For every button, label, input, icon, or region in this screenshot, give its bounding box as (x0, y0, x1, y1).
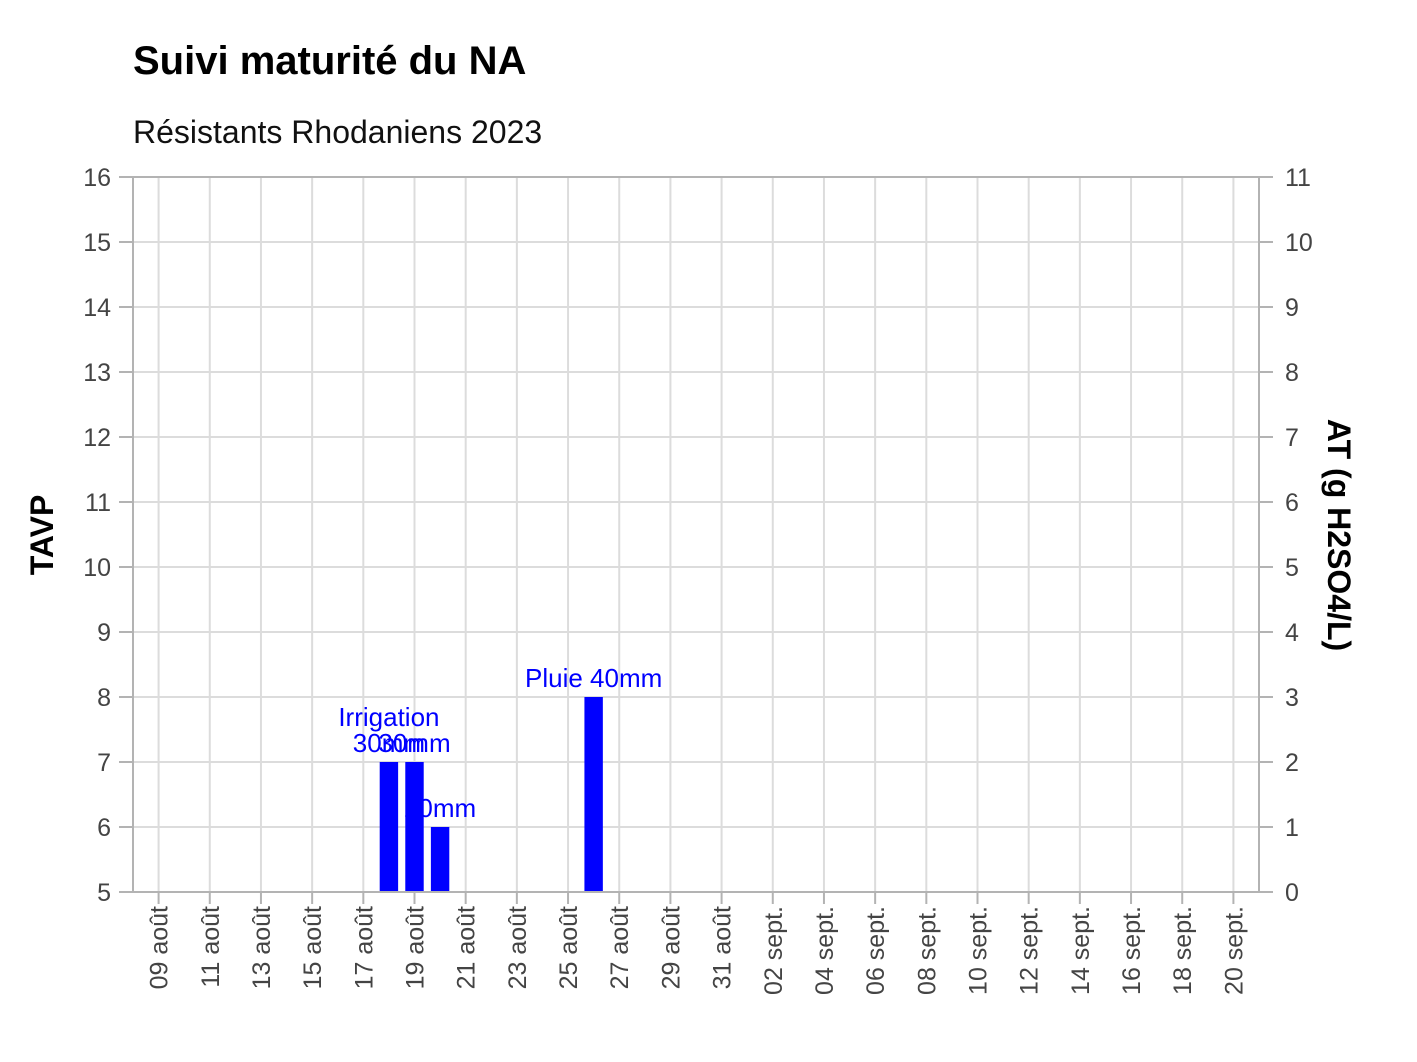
y2-tick-label: 7 (1285, 424, 1299, 452)
x-tick-label: 08 sept. (913, 906, 941, 995)
bars (379, 697, 603, 892)
y-tick-label: 12 (83, 424, 111, 452)
y-tick-label: 9 (97, 619, 111, 647)
x-tick-label: 20 sept. (1220, 906, 1248, 995)
y-tick-label: 7 (97, 749, 111, 777)
y2-tick-label: 8 (1285, 359, 1299, 387)
x-tick-label: 19 août (402, 906, 430, 989)
x-tick-label: 16 sept. (1118, 906, 1146, 995)
x-tick-label: 02 sept. (760, 906, 788, 995)
y2-tick-label: 2 (1285, 749, 1299, 777)
x-tick-label: 12 sept. (1016, 906, 1044, 995)
y-axis-title: TAVP (24, 495, 60, 576)
bar-label: 30mm (378, 728, 450, 758)
x-tick-label: 23 août (504, 906, 532, 989)
bar (379, 762, 399, 892)
x-tick-label: 29 août (657, 906, 685, 989)
x-tick-label: 11 août (197, 906, 225, 988)
y2-tick-label: 0 (1285, 879, 1299, 907)
bar-label: Irrigation (338, 702, 439, 732)
x-tick-label: 04 sept. (811, 906, 839, 995)
x-tick-label: 14 sept. (1067, 906, 1095, 995)
chart-title: Suivi maturité du NA (133, 39, 526, 83)
x-tick-label: 25 août (555, 906, 583, 989)
y2-tick-label: 3 (1285, 684, 1299, 712)
y2-tick-label: 9 (1285, 294, 1299, 322)
bar-label: Pluie 40mm (525, 663, 662, 693)
bar (405, 762, 424, 892)
x-tick-label: 06 sept. (862, 906, 890, 995)
x-tick-label: 15 août (299, 906, 327, 989)
chart-subtitle: Résistants Rhodaniens 2023 (133, 114, 542, 150)
y2-tick-label: 4 (1285, 619, 1299, 647)
y-tick-label: 13 (83, 359, 111, 387)
bar (584, 697, 603, 892)
y-tick-label: 15 (83, 229, 111, 257)
y-tick-label: 16 (83, 164, 111, 192)
y-tick-label: 8 (97, 684, 111, 712)
y-tick-label: 14 (83, 294, 111, 322)
y-tick-label: 10 (83, 554, 111, 582)
bar-label: 20mm (404, 793, 476, 823)
x-tick-label: 21 août (453, 906, 481, 989)
y2-tick-label: 1 (1285, 814, 1299, 842)
y-tick-label: 11 (85, 489, 111, 517)
y2-tick-label: 6 (1285, 489, 1299, 517)
y2-tick-label: 10 (1285, 229, 1313, 257)
x-tick-label: 10 sept. (965, 906, 993, 995)
x-tick-label: 17 août (350, 906, 378, 989)
y-tick-label: 6 (97, 814, 111, 842)
x-tick-label: 27 août (606, 906, 634, 989)
y-tick-label: 5 (97, 879, 111, 907)
x-tick-label: 13 août (248, 906, 276, 989)
bar-label: 30mm (353, 728, 425, 758)
bar (430, 827, 450, 892)
y2-axis-title: AT (g H2SO4/L) (1321, 419, 1357, 651)
y2-tick-label: 11 (1285, 164, 1311, 192)
y2-tick-label: 5 (1285, 554, 1299, 582)
x-tick-label: 09 août (146, 906, 174, 989)
x-tick-label: 18 sept. (1169, 906, 1197, 995)
x-tick-label: 31 août (709, 906, 737, 989)
